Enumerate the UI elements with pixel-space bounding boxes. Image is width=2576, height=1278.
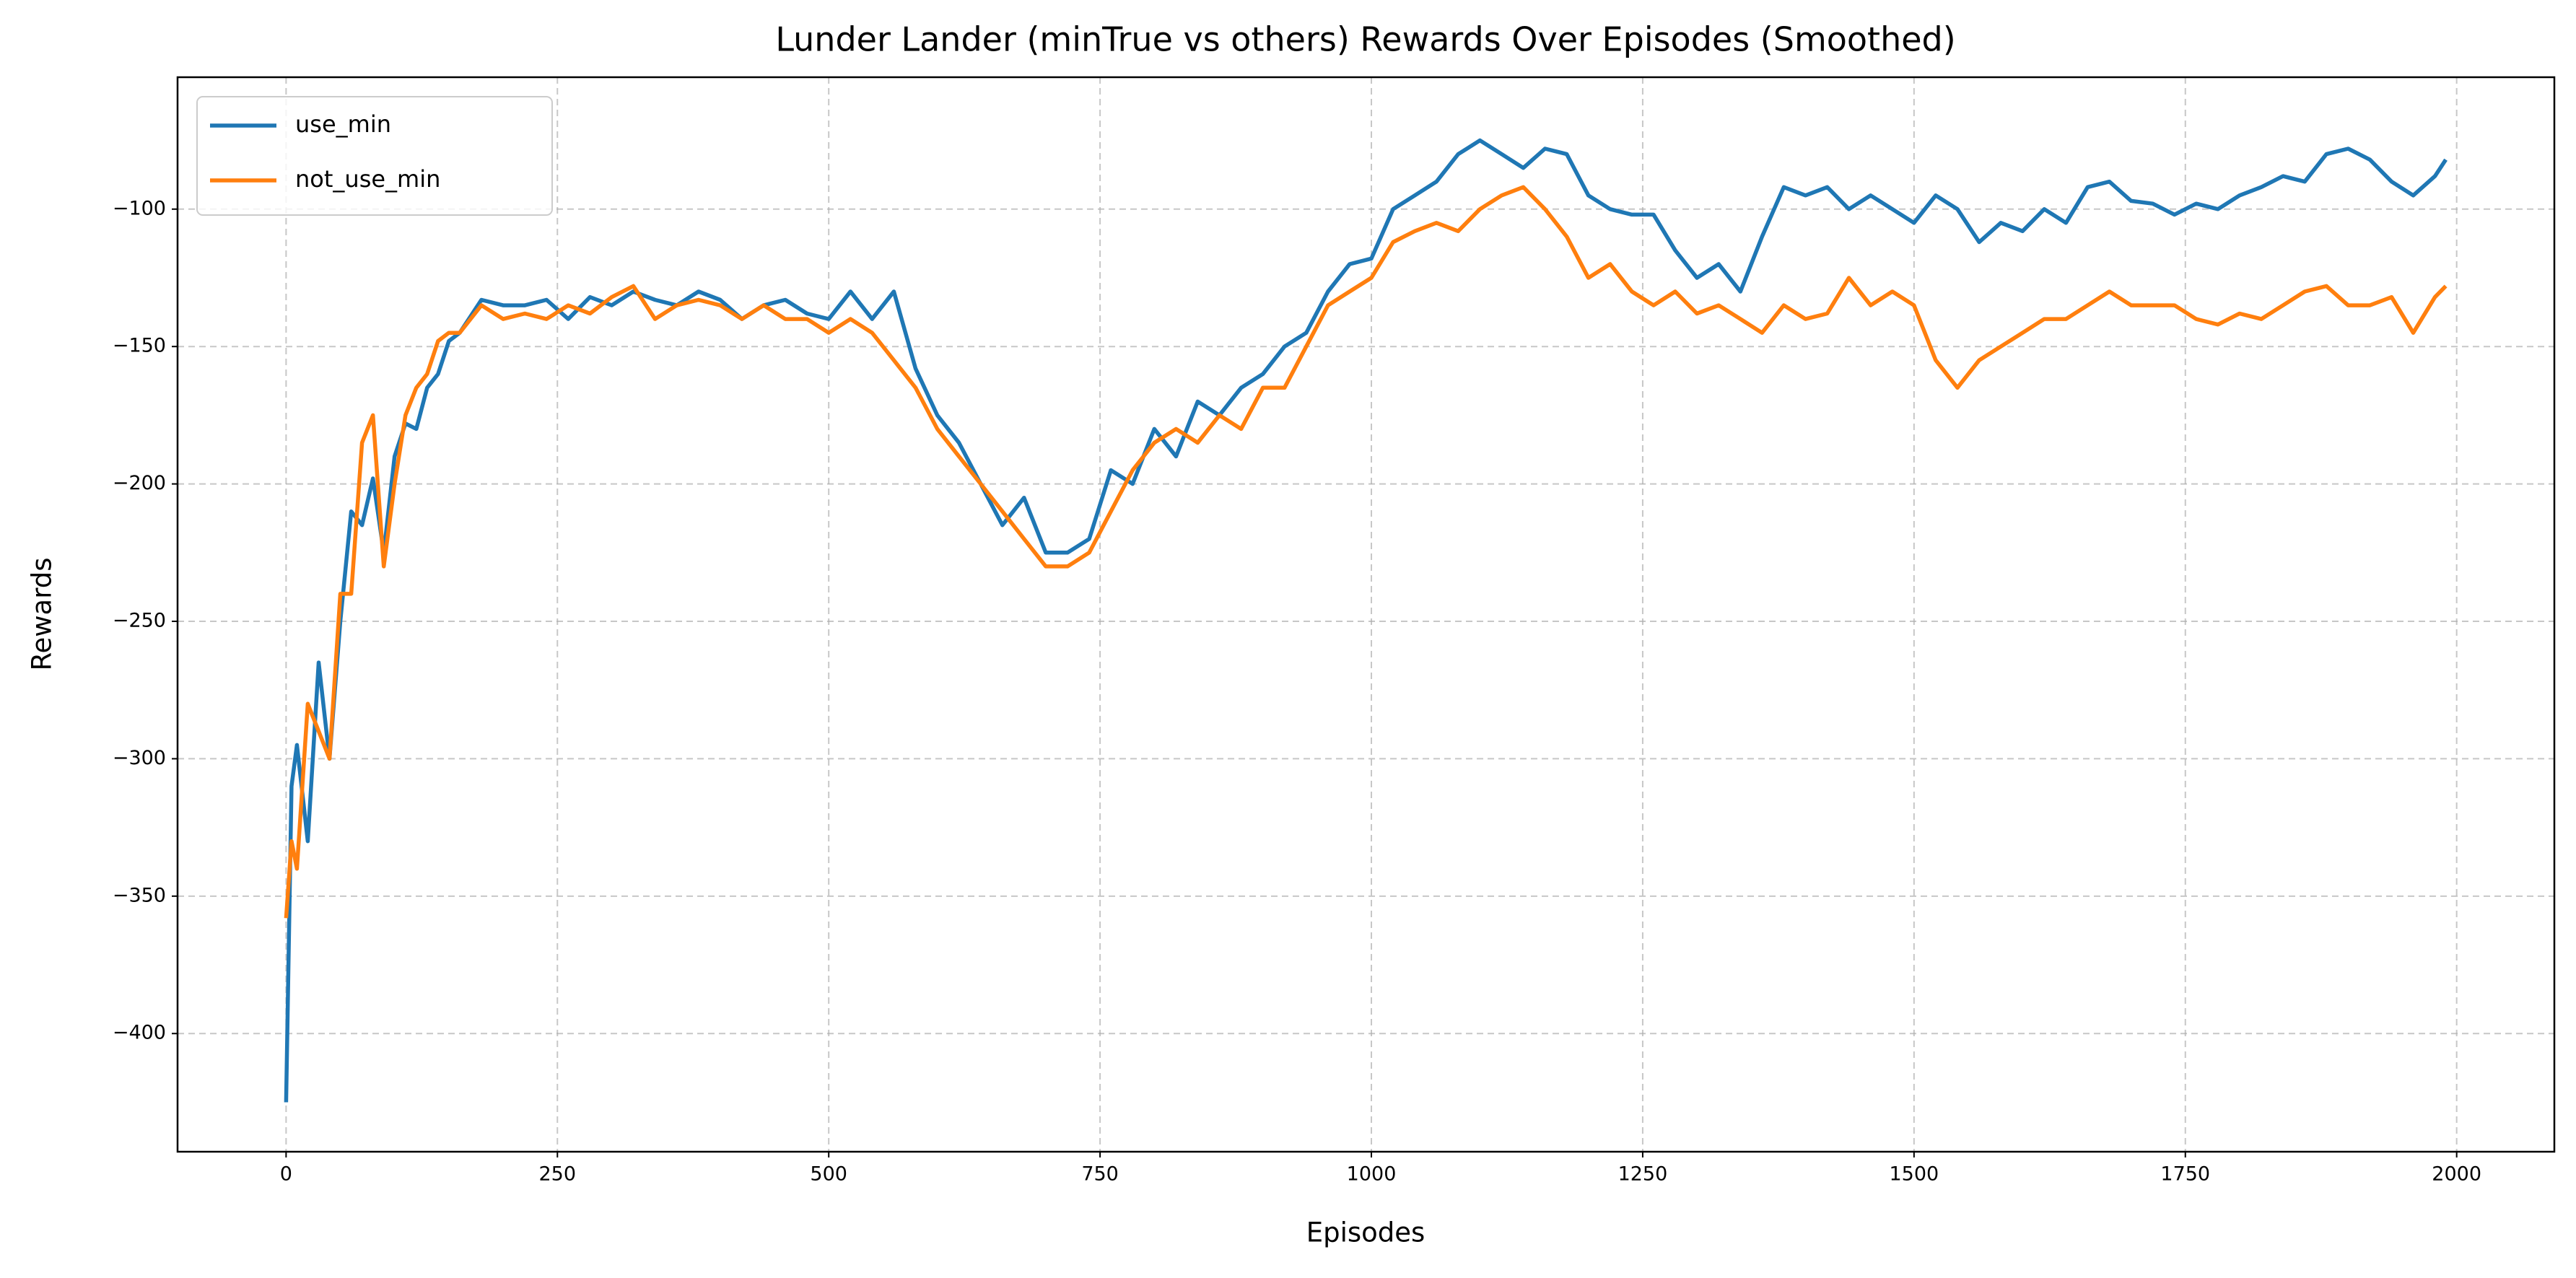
x-tick-label: 1500 xyxy=(1889,1163,1939,1186)
plot-frame xyxy=(176,76,2556,1153)
y-tick-label: −250 xyxy=(113,610,166,632)
y-tick-label: −300 xyxy=(113,747,166,769)
legend-label: not_use_min xyxy=(295,165,440,193)
x-tick-label: 0 xyxy=(280,1163,292,1186)
y-tick-label: −150 xyxy=(113,335,166,357)
x-tick-label: 500 xyxy=(810,1163,847,1186)
y-tick-label: −350 xyxy=(113,884,166,906)
legend: use_min not_use_min xyxy=(196,96,553,216)
y-tick-label: −400 xyxy=(113,1022,166,1044)
y-axis-label: Rewards xyxy=(27,557,58,670)
x-tick-label: 1000 xyxy=(1347,1163,1397,1186)
x-tick-label: 250 xyxy=(539,1163,577,1186)
x-tick-label: 1250 xyxy=(1618,1163,1668,1186)
line-series xyxy=(284,138,2448,1103)
legend-box xyxy=(196,96,553,216)
chart-title: Lunder Lander (minTrue vs others) Reward… xyxy=(775,20,1955,59)
x-tick-label: 2000 xyxy=(2432,1163,2481,1186)
y-tick-label: −100 xyxy=(113,197,166,219)
legend-label: use_min xyxy=(295,110,391,138)
x-tick-label: 750 xyxy=(1081,1163,1119,1186)
y-tick-label: −200 xyxy=(113,472,166,494)
x-axis-label: Episodes xyxy=(1306,1217,1425,1248)
x-tick-label: 1750 xyxy=(2160,1163,2210,1186)
line-series xyxy=(284,185,2448,919)
